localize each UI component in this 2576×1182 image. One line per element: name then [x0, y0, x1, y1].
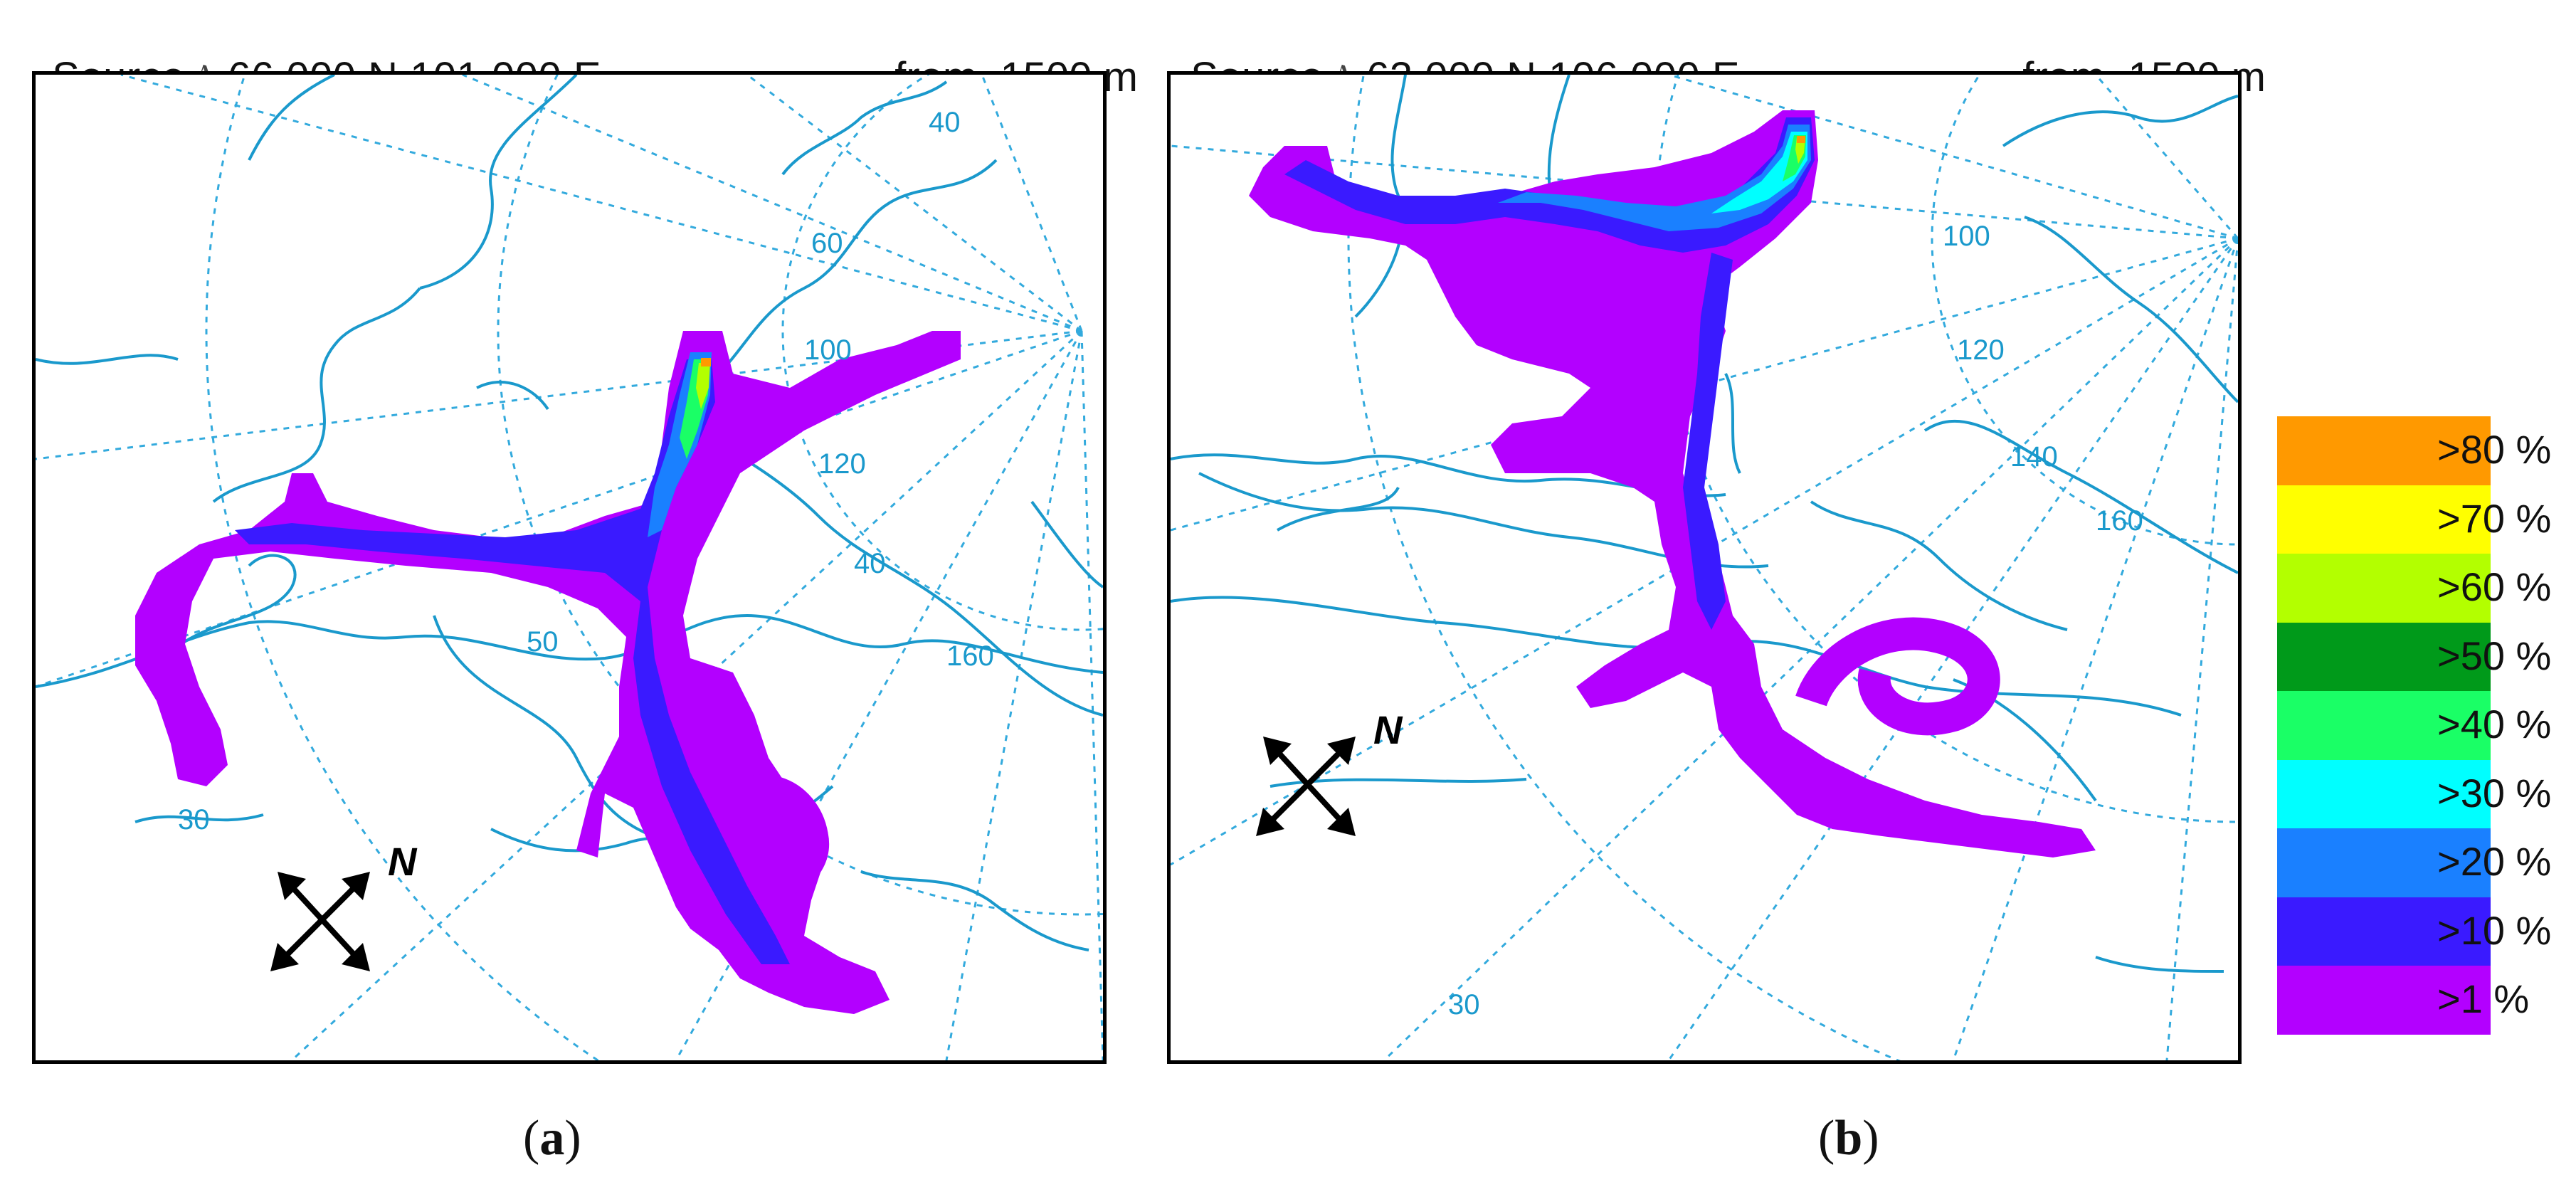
- legend-row: >70 %: [2277, 485, 2551, 554]
- grid-label: 60: [811, 228, 843, 259]
- legend-label: >70 %: [2437, 495, 2552, 541]
- plume-b-outer: [1249, 110, 2096, 858]
- legend-row: >20 %: [2277, 828, 2551, 897]
- legend-label: >30 %: [2437, 770, 2552, 816]
- legend-row: >10 %: [2277, 897, 2551, 966]
- grid-label: 100: [1943, 221, 1990, 252]
- grid-label: 140: [2010, 441, 2058, 473]
- legend-swatch: [2277, 897, 2491, 966]
- map-b-canvas: 100 120 140 160 30 N: [1171, 75, 2238, 1060]
- legend-row: >80 %: [2277, 416, 2551, 485]
- legend-swatch: [2277, 622, 2491, 691]
- legend-swatch: [2277, 828, 2491, 897]
- plume-b: [1249, 110, 2096, 858]
- north-label: N: [388, 839, 418, 884]
- legend-label: >20 %: [2437, 839, 2552, 884]
- legend-swatch: [2277, 416, 2491, 485]
- caption-a-letter: a: [539, 1111, 565, 1166]
- legend-label: >10 %: [2437, 907, 2552, 953]
- grid-label: 100: [804, 334, 852, 366]
- map-panel-a: 40 60 100 120 40 160 50 30 N: [32, 71, 1107, 1064]
- legend-label: >80 %: [2437, 427, 2552, 472]
- legend-row: >60 %: [2277, 554, 2551, 623]
- caption-b-close: ): [1862, 1111, 1879, 1166]
- map-a-canvas: 40 60 100 120 40 160 50 30 N: [36, 75, 1103, 1060]
- plume-a-mid: [235, 359, 790, 964]
- plume-b-core2: [1795, 137, 1805, 164]
- legend-swatch: [2277, 691, 2491, 760]
- plume-a: [135, 331, 961, 1014]
- grid-label: 160: [2096, 505, 2143, 537]
- legend-label: >50 %: [2437, 633, 2552, 678]
- grid-label: 40: [929, 107, 961, 138]
- legend-row: >1 %: [2277, 966, 2529, 1035]
- coastline-a: [36, 75, 1103, 951]
- legend-swatch: [2277, 759, 2491, 828]
- plume-b-source: [1797, 136, 1805, 143]
- legend-swatch: [2277, 966, 2491, 1035]
- grid-label: 160: [946, 640, 994, 672]
- plume-b-ring: [1795, 617, 2000, 736]
- legend-swatch: [2277, 554, 2491, 623]
- north-label: N: [1373, 707, 1403, 752]
- grid-label: 40: [854, 548, 886, 579]
- grid-labels-b: 100 120 140 160 30: [1448, 221, 2143, 1020]
- legend-swatch: [2277, 485, 2491, 554]
- caption-a-open: (: [523, 1111, 540, 1166]
- legend-label: >60 %: [2437, 564, 2552, 609]
- legend: >80 % >70 % >60 % >50 % >40 % >30 % >20 % >10 %…: [2277, 416, 2551, 1035]
- grid-label: 120: [818, 448, 866, 480]
- map-panel-b: 100 120 140 160 30 N: [1167, 71, 2242, 1064]
- caption-a: (a): [523, 1110, 581, 1167]
- legend-row: >30 %: [2277, 759, 2551, 828]
- caption-b-open: (: [1818, 1111, 1835, 1166]
- compass-a-icon: N: [270, 839, 418, 971]
- plume-b-stem: [1683, 253, 1733, 630]
- grid-label: 30: [178, 804, 210, 835]
- legend-row: >50 %: [2277, 622, 2551, 691]
- grid-label: 120: [1957, 334, 2005, 366]
- caption-a-close: ): [564, 1111, 581, 1166]
- plume-a-core: [696, 363, 710, 409]
- grid-labels-a: 40 60 100 120 40 160 50 30: [178, 107, 994, 835]
- grid-label: 30: [1448, 989, 1480, 1020]
- legend-label: >1 %: [2437, 976, 2530, 1021]
- compass-b-icon: N: [1256, 707, 1403, 836]
- caption-b-letter: b: [1835, 1111, 1863, 1166]
- plume-a-source: [701, 358, 711, 366]
- grid-label: 50: [527, 626, 559, 658]
- plume-a-outer: [135, 331, 961, 1014]
- plume-a-ring: [705, 774, 830, 901]
- legend-row: >40 %: [2277, 691, 2551, 760]
- legend-label: >40 %: [2437, 702, 2552, 746]
- caption-b: (b): [1818, 1110, 1879, 1167]
